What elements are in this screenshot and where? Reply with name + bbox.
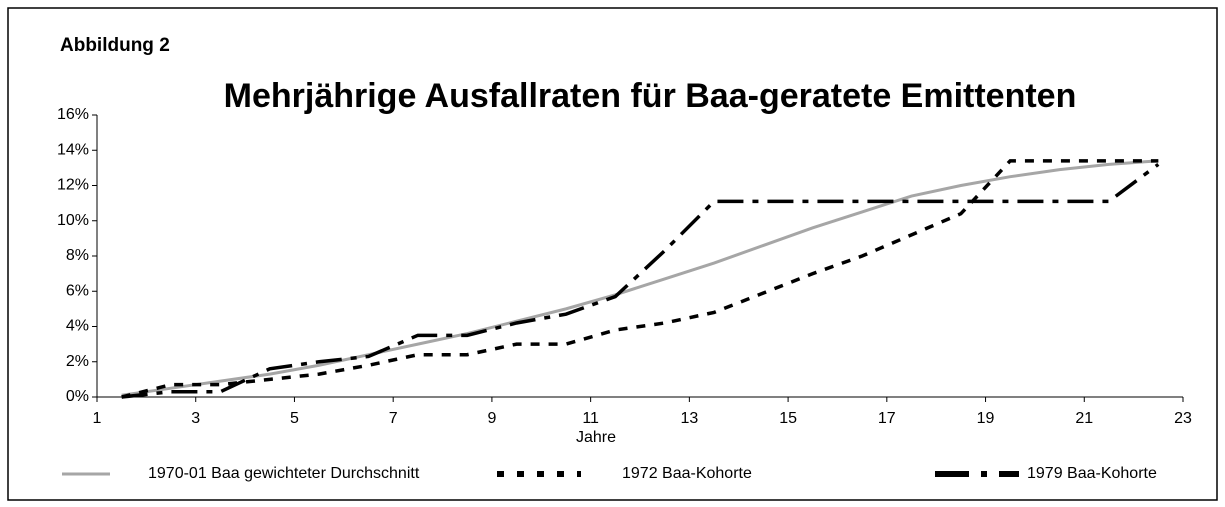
y-tick-label: 16% <box>57 106 89 123</box>
y-tick-label: 2% <box>66 353 89 370</box>
figure-label: Abbildung 2 <box>60 35 170 56</box>
y-tick-label: 4% <box>66 318 89 335</box>
x-tick-label: 1 <box>93 410 102 427</box>
x-tick-label: 11 <box>582 410 599 427</box>
x-tick-label: 5 <box>290 410 299 427</box>
series-line <box>121 159 1159 399</box>
legend-label: 1979 Baa-Kohorte <box>1027 465 1157 482</box>
y-tick-label: 0% <box>66 388 89 405</box>
x-tick-label: 17 <box>878 410 896 427</box>
series-line <box>121 159 1159 397</box>
x-tick-label: 19 <box>977 410 995 427</box>
chart-title: Mehrjährige Ausfallraten für Baa-geratet… <box>224 77 1077 115</box>
legend-label: 1972 Baa-Kohorte <box>622 465 752 482</box>
x-tick-label: 3 <box>191 410 200 427</box>
y-tick-label: 8% <box>66 247 89 264</box>
x-tick-label: 15 <box>779 410 797 427</box>
frame <box>7 7 1218 501</box>
y-tick-label: 10% <box>57 212 89 229</box>
y-tick-label: 14% <box>57 141 89 158</box>
x-tick-label: 9 <box>487 410 496 427</box>
y-tick-label: 12% <box>57 177 89 194</box>
x-tick-label: 21 <box>1075 410 1093 427</box>
y-tick-label: 6% <box>66 282 89 299</box>
x-tick-label: 7 <box>389 410 398 427</box>
series-line <box>121 162 1160 399</box>
x-axis-label: Jahre <box>576 429 616 446</box>
legend-label: 1970-01 Baa gewichteter Durchschnitt <box>148 465 420 482</box>
x-tick-label: 13 <box>680 410 698 427</box>
x-tick-label: 23 <box>1174 410 1192 427</box>
